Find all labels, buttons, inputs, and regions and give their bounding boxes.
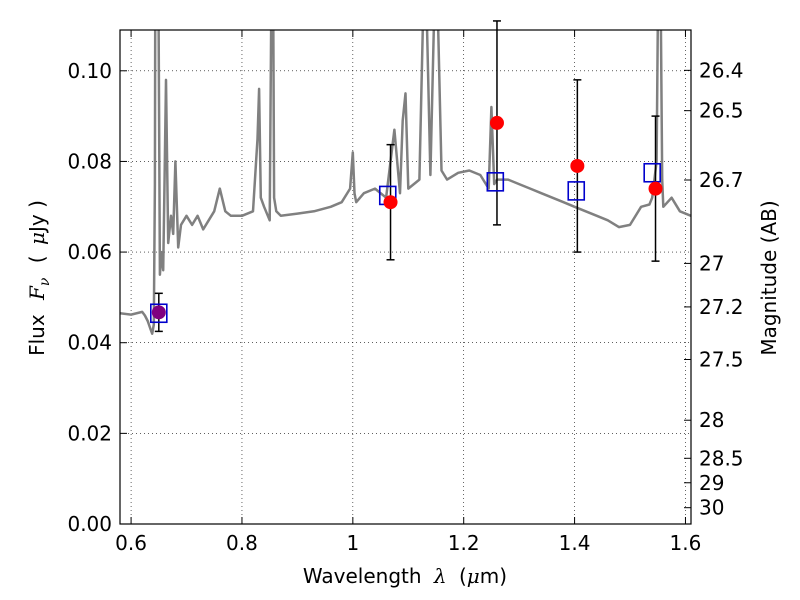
y-axis-label-unit-mu: μ [25,232,49,245]
x-axis-label-unit-mu: μ [467,564,480,588]
y-tick-label: 0.08 [67,149,112,173]
y-axis-label-text: Flux [25,314,49,356]
synthetic-point [150,303,168,324]
y-axis-label-symbol: F [25,285,49,301]
y-axis-label-subscript: ν [37,277,53,286]
synthetic-point-layer [150,162,661,324]
right-tick-label: 26.7 [699,168,744,192]
observed-point [383,195,398,210]
right-tick-label: 27.2 [699,295,744,319]
x-axis-label-symbol: λ [433,564,447,588]
observed-point [489,115,504,130]
x-tick-label: 1.2 [448,531,480,555]
x-tick-label: 1.6 [670,531,702,555]
y-axis-label: Flux Fν ( μJy ) [25,200,54,356]
axis-ticks: 0.6 0.8 1 1.2 1.4 1.6 0.00 0.02 0.04 0.06 0.08 0.10… [67,30,744,555]
right-tick-label: 27.5 [699,347,744,371]
right-tick-label: 29 [699,471,724,495]
observed-point [648,181,663,196]
right-axis-label: Magnitude (AB) [757,200,781,355]
y-axis-label-paren: ( [25,255,49,263]
y-tick-label: 0.00 [67,512,112,536]
observed-point-layer [151,115,663,320]
x-tick-label: 1.4 [559,531,591,555]
observed-point [570,158,585,173]
y-tick-label: 0.04 [67,331,112,355]
x-tick-label: 0.6 [115,531,147,555]
synthetic-point [643,162,661,183]
x-axis-label: Wavelength λ (μm) [303,564,507,588]
right-tick-label: 28 [699,408,724,432]
x-axis-label-unit-rest: m) [480,564,507,588]
model-spectrum-line [120,30,691,335]
x-axis-label-unit-open: ( [459,564,467,588]
right-tick-label: 26.5 [699,99,744,123]
synthetic-point [486,172,505,192]
plot-frame [119,29,692,525]
y-tick-label: 0.10 [67,59,112,83]
right-tick-label: 27 [699,251,724,275]
model-layer [120,30,691,335]
x-axis-label-text: Wavelength [303,564,422,588]
observed-point [151,305,166,320]
y-axis-label-unit-rest: Jy ) [25,200,49,234]
synthetic-point [567,181,586,201]
right-tick-label: 26.4 [699,58,744,82]
y-tick-label: 0.06 [67,240,112,264]
x-tick-label: 1 [346,531,359,555]
right-tick-label: 30 [699,496,724,520]
right-tick-label: 28.5 [699,446,744,470]
y-tick-label: 0.02 [67,421,112,445]
x-tick-label: 0.8 [226,531,258,555]
